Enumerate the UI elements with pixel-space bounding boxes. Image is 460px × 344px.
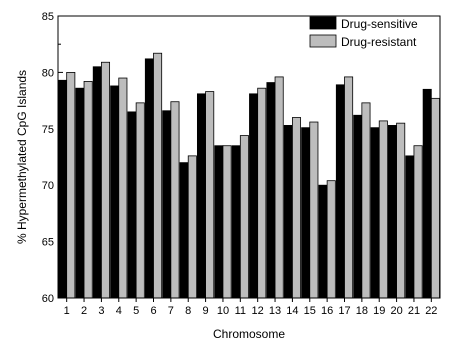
bar-sensitive-chr-5 <box>127 111 137 299</box>
bar-resistant-chr-6 <box>153 52 163 299</box>
x-tick-label-16: 16 <box>321 305 333 317</box>
bar-sensitive-chr-18 <box>353 114 363 299</box>
x-axis-label: Chromosome <box>213 327 285 341</box>
bar-sensitive-chr-2 <box>75 87 85 299</box>
bar-resistant-chr-15 <box>309 121 319 299</box>
bar-sensitive-chr-20 <box>387 125 397 299</box>
x-tick-label-7: 7 <box>168 305 174 317</box>
y-tick-label-65: 65 <box>42 237 54 249</box>
bar-resistant-chr-21 <box>413 145 423 299</box>
bar-resistant-chr-10 <box>222 145 232 299</box>
x-tick-label-15: 15 <box>304 305 316 317</box>
y-tick-label-60: 60 <box>42 293 54 305</box>
x-tick-label-14: 14 <box>286 305 298 317</box>
bar-resistant-chr-14 <box>292 117 302 299</box>
legend-label-sensitive: Drug-sensitive <box>341 17 418 31</box>
bar-resistant-chr-17 <box>344 76 354 299</box>
x-tick-label-20: 20 <box>390 305 402 317</box>
legend: Drug-sensitive Drug-resistant <box>309 16 418 49</box>
legend-label-resistant: Drug-resistant <box>341 35 417 49</box>
y-tick-label-80: 80 <box>42 67 54 79</box>
x-tick-label-10: 10 <box>217 305 229 317</box>
x-tick-label-6: 6 <box>150 305 156 317</box>
bar-resistant-chr-9 <box>205 91 215 299</box>
bars-group <box>58 52 440 299</box>
bar-resistant-chr-8 <box>187 155 197 299</box>
x-tick-label-17: 17 <box>338 305 350 317</box>
bar-resistant-chr-3 <box>101 61 111 299</box>
bar-sensitive-chr-9 <box>196 93 206 299</box>
bar-resistant-chr-13 <box>274 76 284 299</box>
bar-resistant-chr-4 <box>118 77 128 299</box>
bar-sensitive-chr-11 <box>231 145 241 299</box>
bar-sensitive-chr-6 <box>144 58 154 299</box>
legend-swatch-resistant <box>309 34 337 48</box>
x-tick-label-5: 5 <box>133 305 139 317</box>
y-axis-label: % Hypermethylated CpG Islands <box>15 70 29 244</box>
bar-resistant-chr-7 <box>170 101 180 299</box>
bar-resistant-chr-5 <box>135 102 145 299</box>
x-tick-label-18: 18 <box>356 305 368 317</box>
x-tick-label-8: 8 <box>185 305 191 317</box>
bar-resistant-chr-22 <box>430 97 440 299</box>
bar-sensitive-chr-17 <box>335 84 345 299</box>
bar-resistant-chr-2 <box>83 81 93 299</box>
x-tick-label-21: 21 <box>408 305 420 317</box>
x-tick-label-4: 4 <box>116 305 122 317</box>
x-tick-label-2: 2 <box>81 305 87 317</box>
bar-resistant-chr-20 <box>396 122 406 299</box>
x-tick-label-19: 19 <box>373 305 385 317</box>
bar-sensitive-chr-7 <box>162 110 172 299</box>
y-tick-label-75: 75 <box>42 124 54 136</box>
x-tick-label-11: 11 <box>235 305 246 317</box>
bar-sensitive-chr-12 <box>249 93 259 299</box>
x-tick-label-13: 13 <box>269 305 281 317</box>
bar-sensitive-chr-1 <box>58 79 68 299</box>
bar-resistant-chr-1 <box>66 72 76 299</box>
bar-resistant-chr-12 <box>257 87 267 299</box>
bar-sensitive-chr-10 <box>214 145 224 299</box>
x-tick-label-22: 22 <box>425 305 437 317</box>
bar-sensitive-chr-16 <box>318 184 328 299</box>
x-tick-label-1: 1 <box>64 305 70 317</box>
bar-sensitive-chr-13 <box>266 82 276 299</box>
legend-swatch-sensitive <box>309 16 337 30</box>
bar-resistant-chr-16 <box>326 180 336 299</box>
bar-sensitive-chr-4 <box>110 85 120 299</box>
y-tick-label-70: 70 <box>42 180 54 192</box>
bar-resistant-chr-11 <box>239 135 249 299</box>
bar-sensitive-chr-14 <box>283 125 293 299</box>
x-tick-label-9: 9 <box>203 305 209 317</box>
bar-sensitive-chr-3 <box>92 66 102 299</box>
bar-sensitive-chr-22 <box>422 88 432 299</box>
x-tick-label-12: 12 <box>252 305 264 317</box>
y-tick-label-85: 85 <box>42 11 54 23</box>
bar-sensitive-chr-8 <box>179 162 189 299</box>
bar-sensitive-chr-21 <box>405 155 415 299</box>
x-tick-label-3: 3 <box>98 305 104 317</box>
bar-sensitive-chr-15 <box>301 127 311 299</box>
bar-resistant-chr-18 <box>361 102 371 299</box>
bar-resistant-chr-19 <box>378 120 388 299</box>
bar-sensitive-chr-19 <box>370 127 380 299</box>
